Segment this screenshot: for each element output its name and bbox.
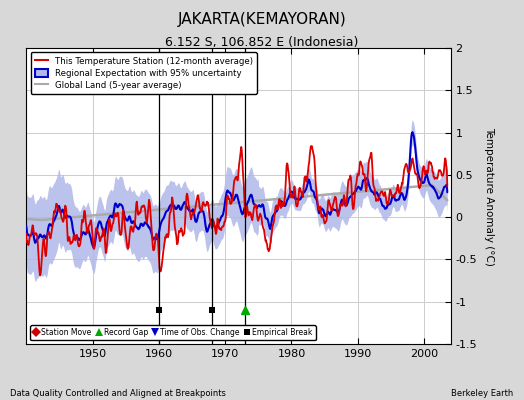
Y-axis label: Temperature Anomaly (°C): Temperature Anomaly (°C) [484, 126, 494, 266]
Legend: This Temperature Station (12-month average), Regional Expectation with 95% uncer: This Temperature Station (12-month avera… [30, 52, 257, 94]
Text: JAKARTA(KEMAYORAN): JAKARTA(KEMAYORAN) [178, 12, 346, 27]
Text: Data Quality Controlled and Aligned at Breakpoints: Data Quality Controlled and Aligned at B… [10, 389, 226, 398]
Text: 6.152 S, 106.852 E (Indonesia): 6.152 S, 106.852 E (Indonesia) [165, 36, 359, 49]
Text: Berkeley Earth: Berkeley Earth [451, 389, 514, 398]
